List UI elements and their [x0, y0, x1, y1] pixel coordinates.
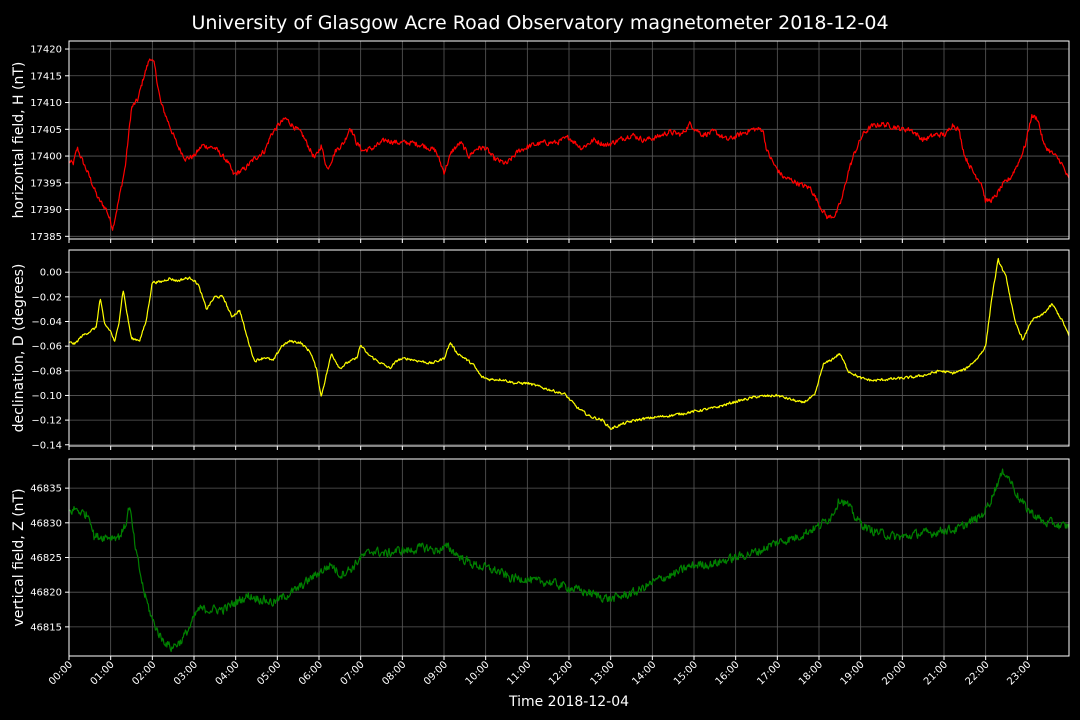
y-tick-label: 17420 — [30, 45, 62, 56]
y-tick-label: 46830 — [30, 518, 62, 529]
y-tick-label: 17395 — [30, 178, 62, 189]
x-tick-label: 05:00 — [255, 659, 283, 687]
y-tick-label: 17385 — [30, 232, 62, 243]
x-tick-label: 22:00 — [964, 659, 992, 687]
x-tick-label: 20:00 — [880, 659, 908, 687]
x-tick-label: 18:00 — [797, 659, 825, 687]
y-tick-label: −0.12 — [31, 416, 62, 427]
y-tick-label: 46835 — [30, 484, 62, 495]
x-tick-label: 21:00 — [922, 659, 950, 687]
x-tick-label: 10:00 — [464, 659, 492, 687]
y-axis-label-declination: declination, D (degrees) — [11, 264, 27, 433]
panels-group: 17385 17390 17395 17400 17405 17410 17415 17420… — [11, 40, 1070, 688]
y-tick-label: 17400 — [30, 152, 62, 163]
series-line-vertical — [68, 468, 1070, 653]
y-tick-label: −0.04 — [31, 317, 62, 328]
y-tick-label: 46815 — [30, 622, 62, 633]
y-tick-label: 17390 — [30, 205, 62, 216]
y-tick-label: 17405 — [30, 125, 62, 136]
x-tick-label: 01:00 — [89, 659, 117, 687]
y-tick-label: 17410 — [30, 98, 62, 109]
x-tick-label: 17:00 — [755, 659, 783, 687]
y-axis-label-horizontal: horizontal field, H (nT) — [11, 62, 27, 219]
y-tick-label: −0.06 — [31, 342, 62, 353]
x-tick-labels: 00:00 01:00 02:00 03:00 04:00 05:00 06:00 07:00… — [47, 659, 1033, 687]
x-tick-label: 11:00 — [505, 659, 533, 687]
y-axis-label-vertical: vertical field, Z (nT) — [11, 488, 27, 626]
panel-horizontal: 17385 17390 17395 17400 17405 17410 17415 17420… — [11, 40, 1070, 243]
x-tick-label: 02:00 — [130, 659, 158, 687]
x-tick-label: 14:00 — [630, 659, 658, 687]
x-tick-label: 16:00 — [714, 659, 742, 687]
x-tick-label: 03:00 — [172, 659, 200, 687]
x-tick-label: 19:00 — [839, 659, 867, 687]
y-tick-label: −0.08 — [31, 366, 62, 377]
y-tick-label: 17415 — [30, 71, 62, 82]
x-tick-label: 06:00 — [297, 659, 325, 687]
x-tick-label: 15:00 — [672, 659, 700, 687]
x-tick-label: 08:00 — [380, 659, 408, 687]
x-axis-label: Time 2018-12-04 — [508, 694, 629, 710]
x-tick-label: 04:00 — [214, 659, 242, 687]
y-tick-label: −0.10 — [31, 391, 62, 402]
y-tick-label: 0.00 — [40, 268, 62, 279]
x-tick-label: 00:00 — [47, 659, 75, 687]
x-tick-label: 09:00 — [422, 659, 450, 687]
chart-title: University of Glasgow Acre Road Observat… — [191, 12, 888, 34]
x-tick-label: 07:00 — [339, 659, 367, 687]
series-line-horizontal — [68, 58, 1070, 231]
panel-declination: −0.14 −0.12 −0.10 −0.08 −0.06 −0.04 −0.02 0.00 d… — [11, 249, 1070, 451]
x-tick-label: 13:00 — [589, 659, 617, 687]
y-tick-label: 46825 — [30, 553, 62, 564]
x-tick-label: 23:00 — [1005, 659, 1033, 687]
y-tick-label: −0.14 — [31, 440, 62, 451]
y-tick-label: 46820 — [30, 588, 62, 599]
y-tick-label: −0.02 — [31, 292, 62, 303]
x-tick-label: 12:00 — [547, 659, 575, 687]
series-line-declination — [68, 257, 1070, 430]
